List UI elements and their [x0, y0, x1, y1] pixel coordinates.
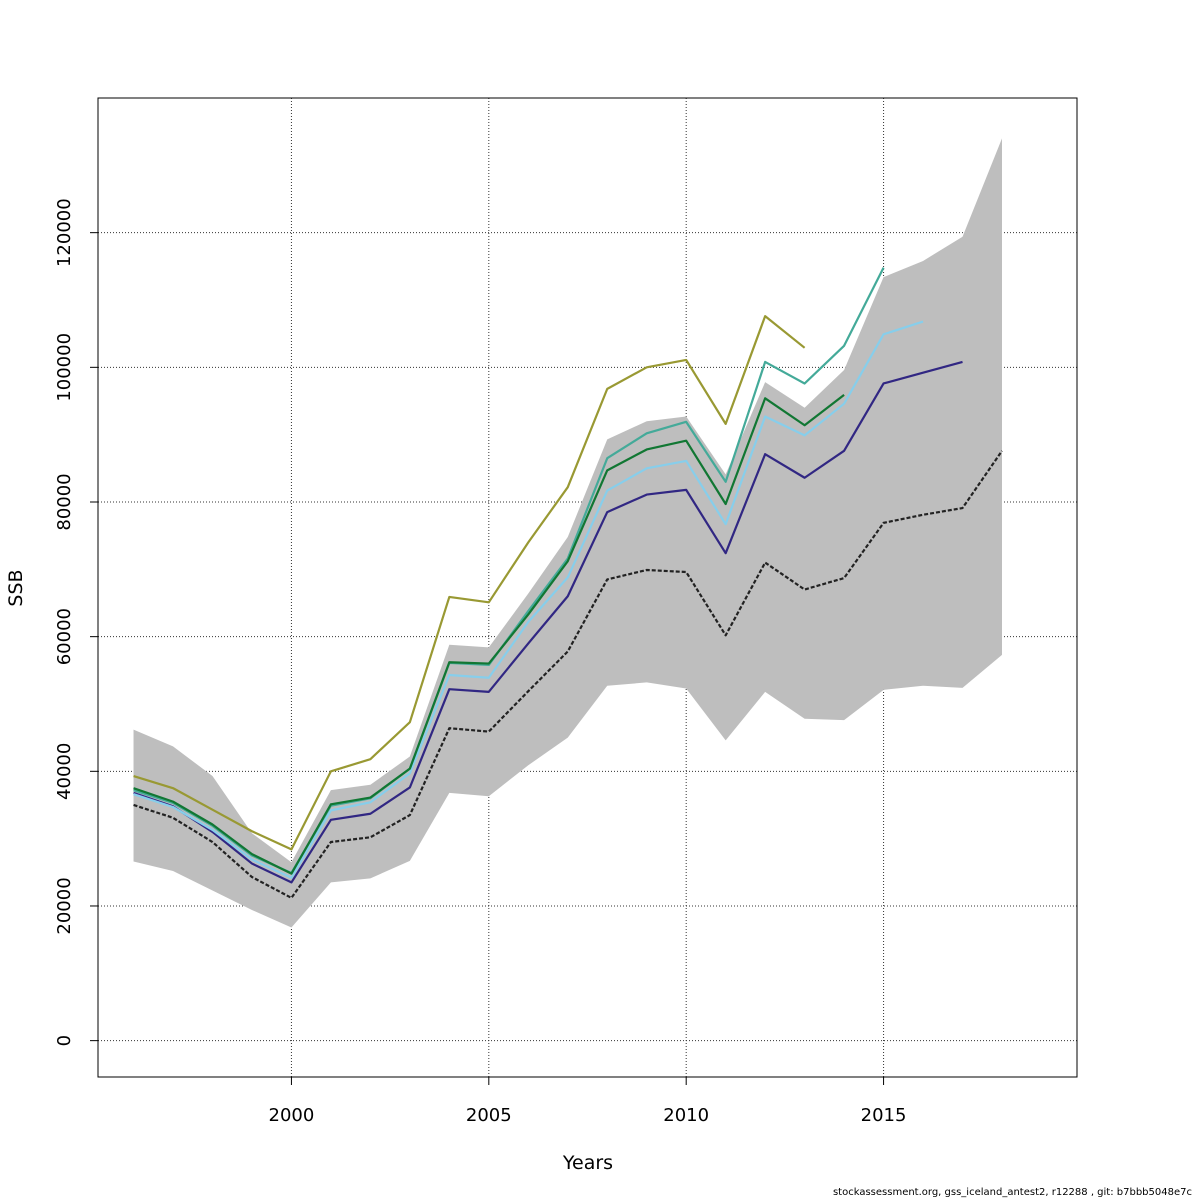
y-tick-label: 120000 — [54, 198, 75, 267]
series-lines-layer — [133, 267, 1003, 899]
y-axis-title: SSB — [5, 569, 27, 606]
y-tick-label: 0 — [54, 1035, 75, 1046]
confidence-band — [133, 138, 1002, 928]
y-tick-label: 100000 — [54, 333, 75, 402]
y-tick-label: 60000 — [54, 608, 75, 665]
y-tick-label: 20000 — [54, 877, 75, 934]
series-line-5 — [133, 394, 845, 875]
y-tick-label: 40000 — [54, 743, 75, 800]
x-tick-label: 2005 — [466, 1105, 512, 1126]
footer-credit: stockassessment.org, gss_iceland_antest2… — [832, 1187, 1192, 1198]
x-tick-label: 2000 — [269, 1105, 315, 1126]
axes: 2000 2005 2010 2015 0 20000 40000 60000 80000 100… — [54, 198, 906, 1126]
x-axis-title: Years — [562, 1152, 613, 1174]
series-line-3 — [133, 320, 924, 879]
y-tick-label: 80000 — [54, 473, 75, 530]
series-line-1 — [133, 450, 1003, 899]
series-line-2 — [133, 360, 963, 884]
x-tick-label: 2010 — [663, 1105, 709, 1126]
x-tick-label: 2015 — [861, 1105, 907, 1126]
series-line-6 — [133, 315, 806, 851]
confidence-band-layer — [133, 138, 1002, 928]
